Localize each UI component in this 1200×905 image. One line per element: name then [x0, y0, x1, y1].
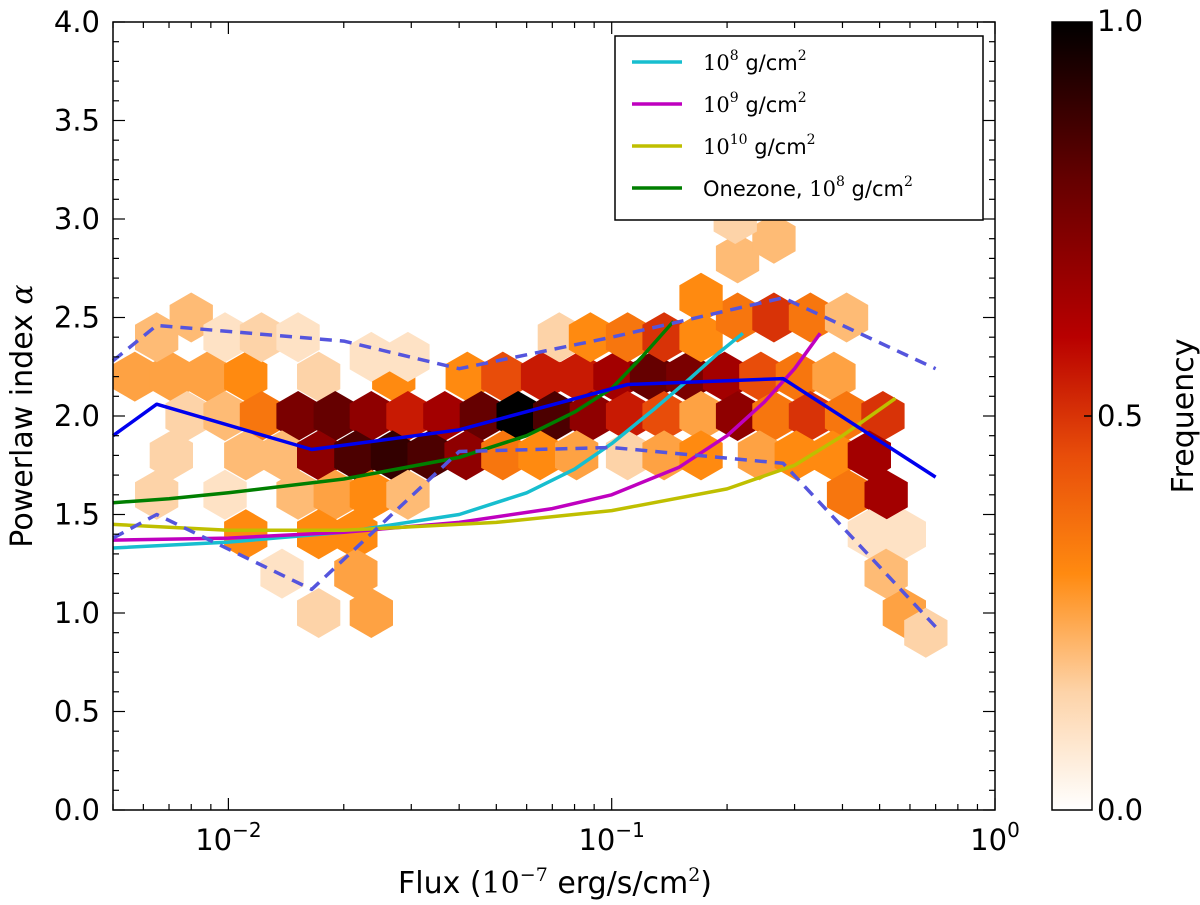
y-tick-label: 2.5: [54, 301, 100, 335]
legend-label: 108 g/cm2: [703, 48, 807, 75]
hexbin-cell: [605, 312, 650, 363]
hexbin-cell: [313, 391, 357, 441]
hexbin-cell: [349, 469, 393, 520]
hexbin-cell: [349, 391, 393, 441]
mean-line: [111, 376, 937, 479]
hexbin-cell: [203, 312, 247, 363]
hexbin-cell: [423, 391, 467, 441]
hexbin-cell: [788, 292, 833, 343]
hexbin-cell: [407, 430, 451, 481]
colorbar-tick-label: 0.5: [1097, 399, 1143, 433]
hexbin-cell: [629, 351, 674, 402]
hexbin-cell: [520, 351, 565, 402]
hexbin-cell: [224, 509, 268, 560]
hexbin-cell: [481, 430, 525, 481]
hexbin-cell: [715, 391, 760, 441]
model-curve: [112, 332, 822, 542]
hexbin-cell: [297, 430, 341, 481]
legend-label: 109 g/cm2: [703, 90, 807, 117]
hexbin-cell: [518, 430, 562, 481]
legend-label: 1010 g/cm2: [703, 132, 816, 159]
model-curve: [112, 320, 675, 505]
hexbin-cell: [775, 351, 819, 402]
y-axis: 0.0 0.5 1.0 1.5 2.0 2.5 3.0 3.5 4.0: [54, 5, 995, 827]
hexbin-cell: [276, 391, 320, 441]
hexbin-cell: [642, 312, 686, 363]
y-tick-label: 0.0: [54, 793, 100, 827]
hexbin-layer: [113, 194, 948, 658]
hexbin-cell: [557, 351, 601, 402]
hexbin-cell: [904, 607, 948, 658]
x-tick-label: 10−1: [578, 818, 644, 857]
colorbar-tick-label: 1.0: [1097, 4, 1143, 38]
x-axis: 10−2 10−1 100: [112, 22, 1020, 857]
hexbin-cell: [752, 213, 796, 264]
hexbin-cell: [297, 588, 341, 638]
hexbin-cell: [569, 391, 613, 441]
hexbin-cell: [568, 312, 613, 363]
y-tick-label: 1.5: [54, 498, 100, 532]
hexbin-cell: [737, 430, 782, 481]
hexbin-cell: [113, 351, 157, 402]
colorbar: 1.0 0.5 0.0 Frequency: [1051, 4, 1200, 827]
hexbin-cell: [386, 391, 430, 441]
hexbin-cell: [149, 430, 193, 481]
hexbin-cell: [224, 351, 268, 402]
hexbin-cell: [826, 469, 871, 520]
x-tick-label: 10−2: [195, 818, 261, 857]
hexbin-cell: [297, 351, 341, 402]
hexbin-cell: [334, 509, 378, 560]
colorbar-tick-label: 0.0: [1097, 793, 1143, 827]
hexbin-cell: [481, 351, 525, 402]
hexbin-cell: [812, 351, 856, 402]
hexbin-cell: [811, 430, 855, 481]
y-tick-label: 3.5: [54, 104, 100, 138]
percentile-dashed-line: [111, 296, 937, 371]
hexbin-cell: [185, 351, 229, 402]
hexbin-cell: [334, 548, 378, 599]
x-axis-label: Flux (10−7 erg/s/cm2): [398, 864, 712, 901]
hexbin-cell: [165, 391, 209, 441]
hexbin-cell: [605, 430, 650, 481]
y-tick-label: 4.0: [54, 5, 100, 39]
hexbin-cell: [715, 292, 760, 343]
percentile-dashed-line: [112, 445, 937, 628]
hexbin-cell: [679, 312, 723, 363]
legend-label: Onezone, 108 g/cm2: [703, 174, 913, 201]
hexbin-cell: [702, 351, 747, 402]
hexbin-cell: [715, 233, 760, 284]
hexbin-cell: [824, 292, 869, 343]
x-tick-label: 100: [970, 818, 1020, 857]
hexbin-cell: [642, 391, 686, 441]
hexbin-cell: [679, 272, 723, 323]
hexbin-cell: [224, 430, 268, 481]
hexbin-cell: [349, 588, 393, 638]
hexbin-cell: [861, 391, 905, 441]
hexbin-cell: [864, 469, 908, 520]
y-axis-label: Powerlaw index α: [5, 284, 40, 547]
y-tick-label: 3.0: [54, 202, 100, 236]
model-curve: [112, 396, 897, 533]
hexbin-cell: [239, 312, 284, 363]
hexbin-cell: [149, 351, 193, 402]
hexbin-cell: [239, 391, 284, 441]
hexbin-cell: [276, 312, 320, 363]
y-tick-label: 2.0: [54, 399, 100, 433]
hexbin-cell: [605, 391, 650, 441]
hexbin-cell: [135, 469, 179, 520]
hexbin-cell: [752, 292, 796, 343]
hexbin-cell: [679, 391, 723, 441]
y-tick-label: 0.5: [54, 695, 100, 729]
curve-layer: [111, 296, 937, 628]
colorbar-label: Frequency: [1166, 339, 1200, 494]
hexbin-cell: [496, 391, 540, 441]
hexbin-cell: [739, 351, 783, 402]
hexbin-cell: [882, 509, 926, 560]
hexbin-cell: [555, 430, 599, 481]
legend: 108 g/cm2 109 g/cm2 1010 g/cm2 Onezone, 108…: [614, 35, 984, 221]
y-tick-label: 1.0: [54, 596, 100, 630]
